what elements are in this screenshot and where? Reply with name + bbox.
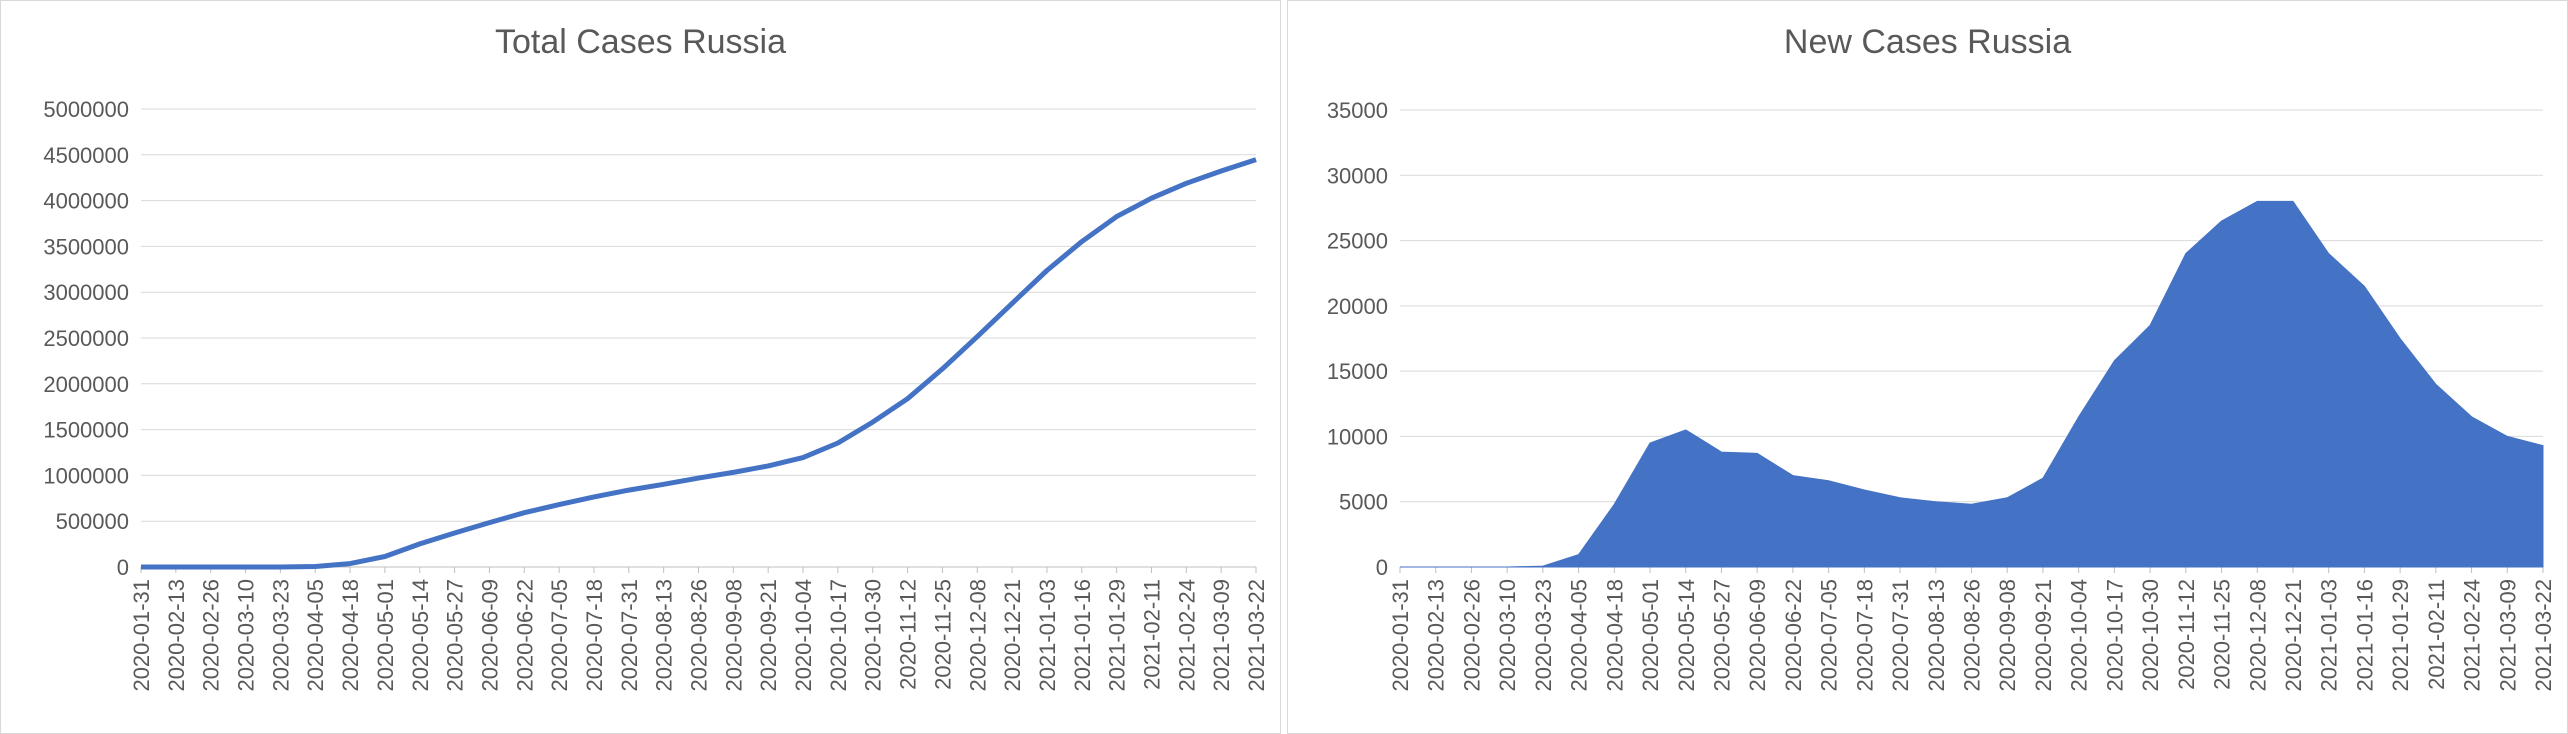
x-tick-label: 2020-04-18 <box>1602 579 1627 692</box>
x-tick-label: 2020-09-08 <box>721 579 746 692</box>
y-tick-label: 0 <box>1376 555 1388 580</box>
x-tick-label: 2021-03-22 <box>1244 579 1269 692</box>
x-tick-label: 2020-05-27 <box>443 579 468 692</box>
x-tick-label: 2020-02-13 <box>164 579 189 692</box>
x-tick-label: 2020-03-10 <box>1495 579 1520 692</box>
x-tick-label: 2020-10-30 <box>861 579 886 692</box>
y-tick-label: 4500000 <box>43 143 129 168</box>
new-cases-area-chart: 0 5000 10000 15000 20000 25000 30000 35000 2020-… <box>1327 98 2556 692</box>
x-tick-label: 2020-12-08 <box>965 579 990 692</box>
y-tick-label: 35000 <box>1327 98 1388 123</box>
y-tick-label: 1500000 <box>43 418 129 443</box>
x-tick-label: 2021-01-29 <box>2388 579 2413 692</box>
x-tick-label: 2020-03-23 <box>1531 579 1556 692</box>
y-tick-label: 20000 <box>1327 294 1388 319</box>
y-tick-label: 500000 <box>56 509 129 534</box>
series-line <box>141 157 1257 570</box>
x-tick-label: 2020-04-05 <box>303 579 328 692</box>
x-tick-label: 2020-09-21 <box>2031 579 2056 692</box>
x-tick-label: 2020-12-21 <box>2281 579 2306 692</box>
x-tick-label: 2020-02-13 <box>1424 579 1449 692</box>
y-tick-label: 25000 <box>1327 229 1388 254</box>
x-tick-label: 2021-03-09 <box>2495 579 2520 692</box>
x-tick-label: 2020-05-27 <box>1709 579 1734 692</box>
series-area <box>1400 200 2544 568</box>
x-tick-label: 2020-08-26 <box>687 579 712 692</box>
x-tick-label: 2020-04-18 <box>338 579 363 692</box>
x-tick-label: 2020-05-01 <box>373 579 398 692</box>
x-tick-label: 2020-07-05 <box>547 579 572 692</box>
y-tick-label: 3000000 <box>43 280 129 305</box>
x-tick-label: 2020-02-26 <box>199 579 224 692</box>
chart-panel-total-cases: Total Cases Russia 0 500000 1000000 1500000… <box>0 0 1281 734</box>
x-tick-label: 2020-06-22 <box>1781 579 1806 692</box>
y-tick-label: 2500000 <box>43 326 129 351</box>
x-tick-label: 2020-07-18 <box>1852 579 1877 692</box>
x-tick-label: 2020-04-05 <box>1567 579 1592 692</box>
y-tick-label: 5000 <box>1339 490 1388 515</box>
x-tick-label: 2021-01-16 <box>2352 579 2377 692</box>
x-tick-label: 2021-02-11 <box>1139 579 1164 690</box>
x-tick-label: 2021-02-24 <box>1174 579 1199 692</box>
x-tick-label: 2021-01-03 <box>1035 579 1060 692</box>
chart-title: New Cases Russia <box>1783 23 2072 61</box>
x-tick-label: 2020-01-31 <box>1388 579 1413 692</box>
x-tick-label: 2020-10-17 <box>826 579 851 692</box>
x-tick-label: 2020-08-13 <box>652 579 677 692</box>
x-tick-label: 2020-08-26 <box>1960 579 1985 692</box>
y-tick-label: 10000 <box>1327 424 1388 449</box>
x-tick-label: 2020-02-26 <box>1459 579 1484 692</box>
total-cases-line-chart: 0 500000 1000000 1500000 2000000 2500000 30000… <box>43 97 1269 692</box>
x-tick-label: 2020-05-01 <box>1638 579 1663 692</box>
x-tick-label: 2020-07-18 <box>582 579 607 692</box>
x-tick-label: 2020-09-21 <box>756 579 781 692</box>
x-tick-label: 2020-05-14 <box>408 579 433 692</box>
y-tick-label: 30000 <box>1327 163 1388 188</box>
y-tick-label: 5000000 <box>43 97 129 122</box>
x-tick-label: 2020-07-31 <box>1888 579 1913 692</box>
x-tick-label: 2021-01-29 <box>1105 579 1130 692</box>
x-tick-label: 2020-11-25 <box>2210 579 2235 690</box>
x-tick-label: 2020-08-13 <box>1924 579 1949 692</box>
x-tick-label: 2020-06-09 <box>477 579 502 692</box>
y-tick-label: 2000000 <box>43 372 129 397</box>
x-tick-label: 2021-03-22 <box>2531 579 2556 692</box>
x-tick-label: 2020-11-25 <box>930 579 955 690</box>
chart-panel-new-cases: New Cases Russia 0 5000 10000 15000 20000 250… <box>1287 0 2568 734</box>
x-tick-label: 2021-01-03 <box>2317 579 2342 692</box>
x-tick-label: 2020-06-09 <box>1745 579 1770 692</box>
chart-title: Total Cases Russia <box>494 23 786 61</box>
x-tick-label: 2020-07-05 <box>1817 579 1842 692</box>
x-tick-label: 2020-11-12 <box>896 579 921 690</box>
x-tick-label: 2020-11-12 <box>2174 579 2199 690</box>
x-tick-label: 2021-02-24 <box>2460 579 2485 692</box>
y-tick-label: 3500000 <box>43 234 129 259</box>
x-tick-label: 2020-10-30 <box>2138 579 2163 692</box>
x-tick-label: 2020-03-10 <box>234 579 259 692</box>
x-tick-label: 2020-10-17 <box>2102 579 2127 692</box>
x-tick-label: 2020-10-04 <box>2067 579 2092 692</box>
y-tick-label: 1000000 <box>43 463 129 488</box>
x-tick-label: 2021-01-16 <box>1070 579 1095 692</box>
x-tick-label: 2020-05-14 <box>1674 579 1699 692</box>
x-tick-label: 2020-12-08 <box>2245 579 2270 692</box>
y-tick-label: 0 <box>117 555 129 580</box>
x-tick-label: 2020-09-08 <box>1995 579 2020 692</box>
y-tick-label: 4000000 <box>43 189 129 214</box>
x-tick-label: 2020-01-31 <box>129 579 154 692</box>
x-tick-label: 2021-02-11 <box>2424 579 2449 690</box>
y-tick-label: 15000 <box>1327 359 1388 384</box>
x-tick-label: 2020-07-31 <box>617 579 642 692</box>
x-tick-label: 2021-03-09 <box>1209 579 1234 692</box>
x-tick-label: 2020-03-23 <box>268 579 293 692</box>
x-tick-label: 2020-12-21 <box>1000 579 1025 692</box>
x-tick-label: 2020-06-22 <box>512 579 537 692</box>
x-tick-label: 2020-10-04 <box>791 579 816 692</box>
